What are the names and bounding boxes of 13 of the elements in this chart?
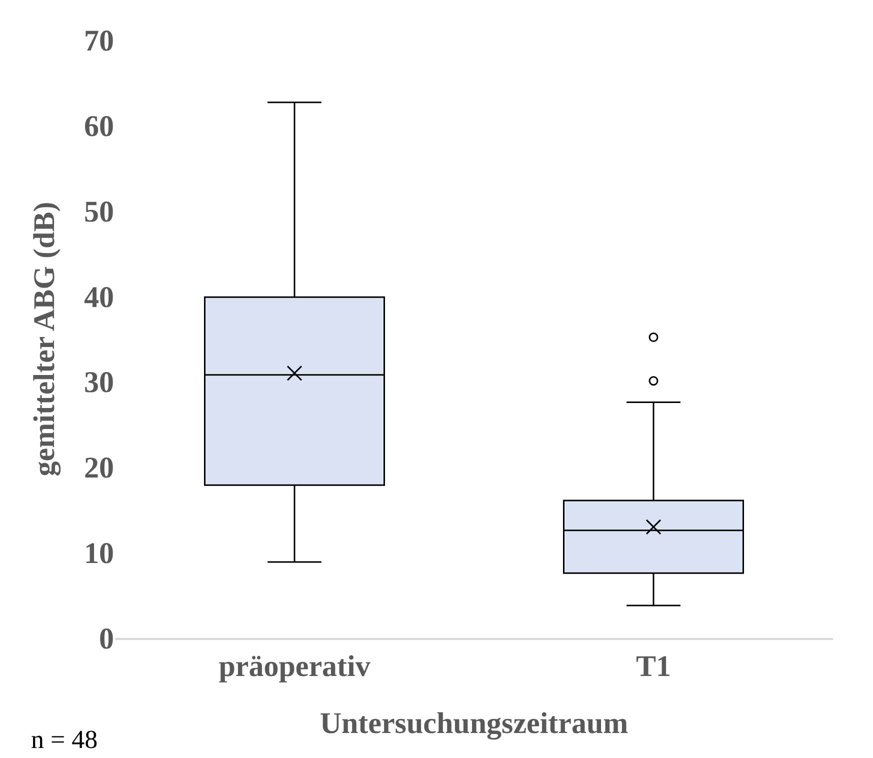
y-tick-label: 20 xyxy=(84,452,114,485)
x-tick-label: präoperativ xyxy=(218,650,370,683)
text: n = 48 xyxy=(31,725,98,754)
y-tick-label: 0 xyxy=(99,622,114,656)
y-tick-label: 60 xyxy=(84,110,114,143)
y-axis-title: gemittelter ABG (dB) xyxy=(28,202,61,476)
y-tick-label: 30 xyxy=(84,366,114,400)
y-tick-label: 10 xyxy=(84,537,114,570)
y-tick-label: 40 xyxy=(84,280,114,314)
y-tick-label: 50 xyxy=(84,195,114,228)
y-tick-label: 70 xyxy=(84,24,114,58)
x-tick-label: T1 xyxy=(636,650,672,683)
x-axis-title: Untersuchungszeitraum xyxy=(320,706,628,740)
